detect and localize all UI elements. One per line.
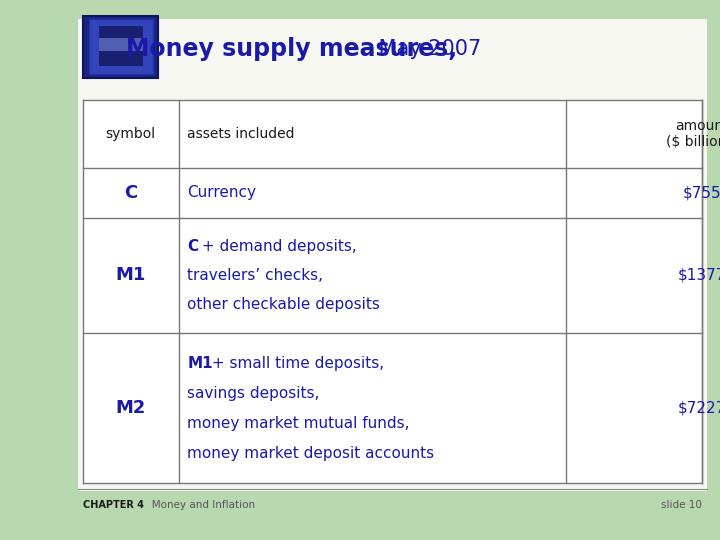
FancyBboxPatch shape [89,19,153,74]
Text: C: C [187,239,199,254]
Text: + small time deposits,: + small time deposits, [207,355,384,370]
Text: M1: M1 [116,266,146,285]
Text: amount
($ billions): amount ($ billions) [665,119,720,149]
Text: other checkable deposits: other checkable deposits [187,296,380,312]
Text: savings deposits,: savings deposits, [187,386,320,401]
Text: travelers’ checks,: travelers’ checks, [187,268,323,283]
Text: M2: M2 [116,399,146,417]
Text: CHAPTER 4: CHAPTER 4 [83,500,144,510]
Text: symbol: symbol [106,127,156,141]
Text: $755: $755 [683,185,720,200]
Text: C: C [124,184,138,201]
Text: assets included: assets included [187,127,295,141]
Text: Money and Inflation: Money and Inflation [142,500,255,510]
FancyBboxPatch shape [99,38,143,51]
Text: M1: M1 [187,355,213,370]
Text: + demand deposits,: + demand deposits, [197,239,357,254]
Text: money market deposit accounts: money market deposit accounts [187,446,435,461]
Text: slide 10: slide 10 [661,500,702,510]
Text: Currency: Currency [187,185,256,200]
Text: $7227: $7227 [678,401,720,416]
Text: May 2007: May 2007 [372,38,481,59]
FancyBboxPatch shape [78,19,707,491]
Text: money market mutual funds,: money market mutual funds, [187,416,410,431]
Text: $1377: $1377 [678,268,720,283]
FancyBboxPatch shape [83,16,158,78]
Text: Money supply measures,: Money supply measures, [126,37,457,60]
FancyBboxPatch shape [83,100,702,483]
FancyBboxPatch shape [99,26,143,66]
